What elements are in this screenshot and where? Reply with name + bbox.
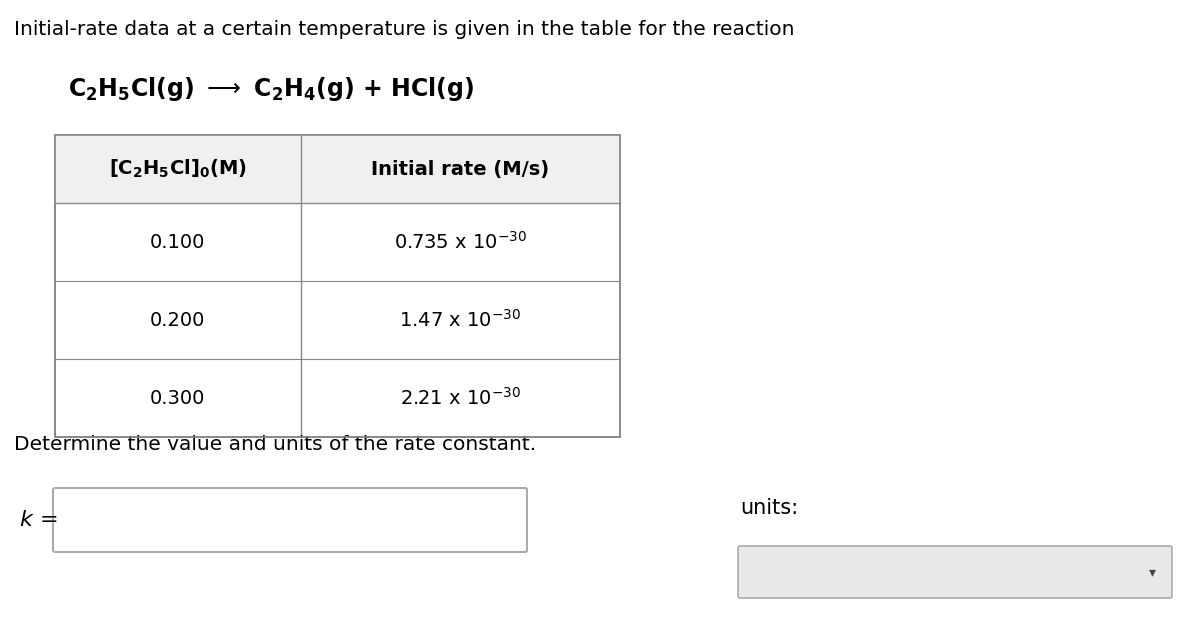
- Text: 0.735 x 10$^{-30}$: 0.735 x 10$^{-30}$: [394, 231, 527, 253]
- Text: 0.300: 0.300: [150, 389, 205, 407]
- Text: Determine the value and units of the rate constant.: Determine the value and units of the rat…: [14, 435, 536, 454]
- Text: $\mathbf{[C_2H_5Cl]_0}$$\mathbf{(M)}$: $\mathbf{[C_2H_5Cl]_0}$$\mathbf{(M)}$: [109, 158, 247, 180]
- FancyBboxPatch shape: [738, 546, 1172, 598]
- Text: k =: k =: [20, 510, 59, 530]
- FancyBboxPatch shape: [53, 488, 527, 552]
- Bar: [55, 135, 620, 437]
- Text: $\mathregular{C_2H_5Cl(g)}$ $\longrightarrow$ $\mathregular{C_2H_4(g)}$ + HCl(g): $\mathregular{C_2H_5Cl(g)}$ $\longrighta…: [68, 75, 474, 103]
- Text: units:: units:: [740, 498, 798, 518]
- Bar: [55, 135, 620, 203]
- Text: 0.200: 0.200: [150, 310, 205, 330]
- Bar: [55, 135, 620, 437]
- Text: ▾: ▾: [1148, 565, 1156, 579]
- Text: 0.100: 0.100: [150, 232, 205, 252]
- Text: 2.21 x 10$^{-30}$: 2.21 x 10$^{-30}$: [400, 387, 521, 409]
- Text: Initial rate (M/s): Initial rate (M/s): [371, 160, 550, 178]
- Text: 1.47 x 10$^{-30}$: 1.47 x 10$^{-30}$: [400, 309, 522, 331]
- Text: Initial-rate data at a certain temperature is given in the table for the reactio: Initial-rate data at a certain temperatu…: [14, 20, 794, 39]
